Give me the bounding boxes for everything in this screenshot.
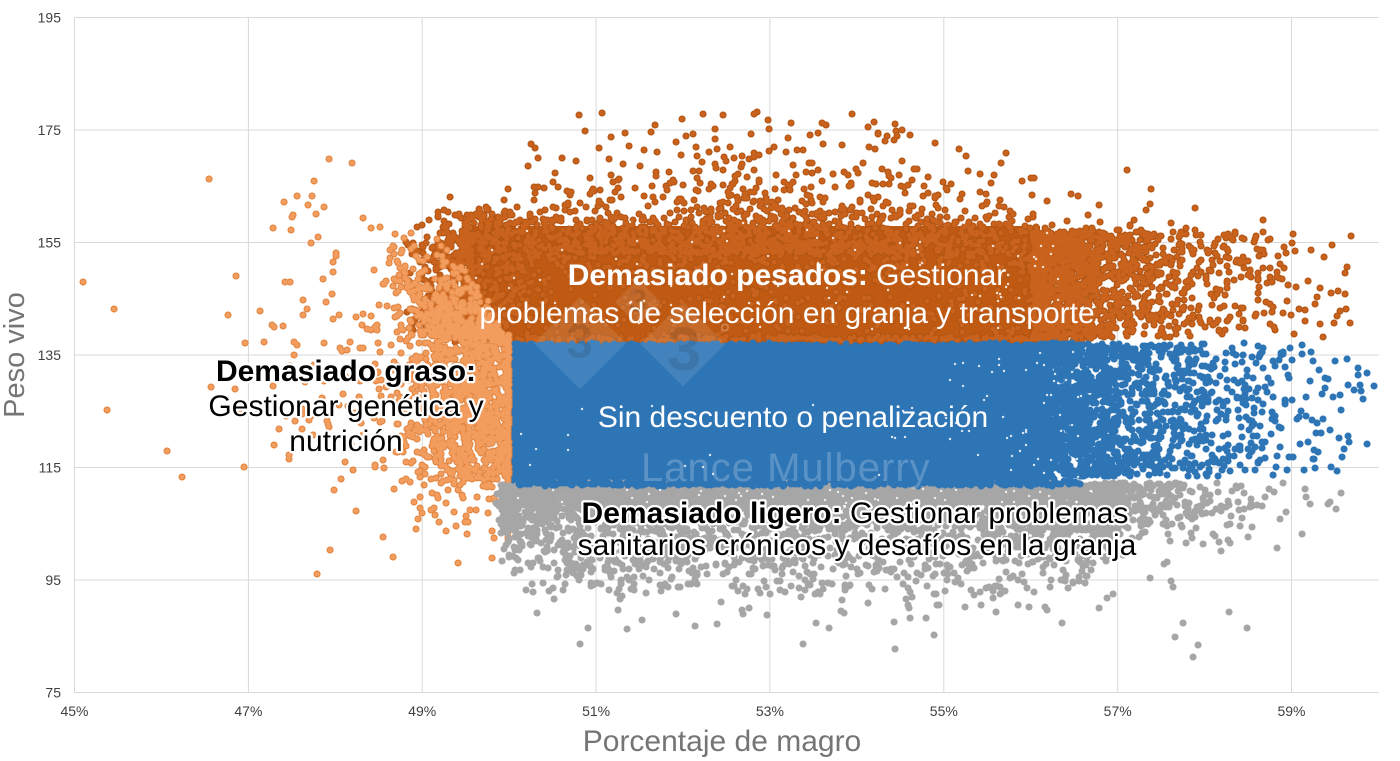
svg-text:3: 3: [566, 316, 593, 369]
svg-text:95: 95: [45, 572, 61, 588]
svg-text:Porcentaje de magro: Porcentaje de magro: [583, 725, 862, 758]
svg-text:problemas de selección en gran: problemas de selección en granja y trans…: [479, 297, 1094, 330]
svg-text:nutrición: nutrición: [289, 425, 402, 458]
svg-text:47%: 47%: [234, 703, 262, 719]
svg-text:Gestionar genética y: Gestionar genética y: [208, 390, 483, 423]
svg-text:sanitarios crónicos y desafíos: sanitarios crónicos y desafíos en la gra…: [578, 529, 1137, 562]
svg-text:59%: 59%: [1277, 703, 1305, 719]
svg-text:3: 3: [667, 315, 701, 383]
svg-text:135: 135: [38, 347, 62, 363]
svg-text:Lance Mulberry: Lance Mulberry: [641, 446, 931, 490]
svg-text:Demasiado graso:: Demasiado graso:: [216, 355, 476, 388]
svg-text:Peso vivo: Peso vivo: [0, 292, 31, 418]
svg-text:45%: 45%: [60, 703, 88, 719]
svg-text:49%: 49%: [408, 703, 436, 719]
svg-text:115: 115: [39, 460, 62, 476]
svg-text:3: 3: [629, 283, 647, 319]
svg-text:53%: 53%: [756, 703, 784, 719]
svg-text:Demasiado ligero: Gestionar pr: Demasiado ligero: Gestionar problemas: [582, 497, 1129, 530]
svg-text:55%: 55%: [930, 703, 958, 719]
svg-text:175: 175: [38, 122, 62, 138]
svg-text:Demasiado pesados: Gestionar: Demasiado pesados: Gestionar: [568, 259, 1007, 292]
svg-text:155: 155: [38, 235, 62, 251]
svg-text:75: 75: [45, 685, 61, 701]
svg-text:Sin descuento o penalización: Sin descuento o penalización: [598, 401, 988, 434]
svg-text:51%: 51%: [582, 703, 610, 719]
svg-text:57%: 57%: [1104, 703, 1132, 719]
svg-text:195: 195: [38, 10, 62, 26]
